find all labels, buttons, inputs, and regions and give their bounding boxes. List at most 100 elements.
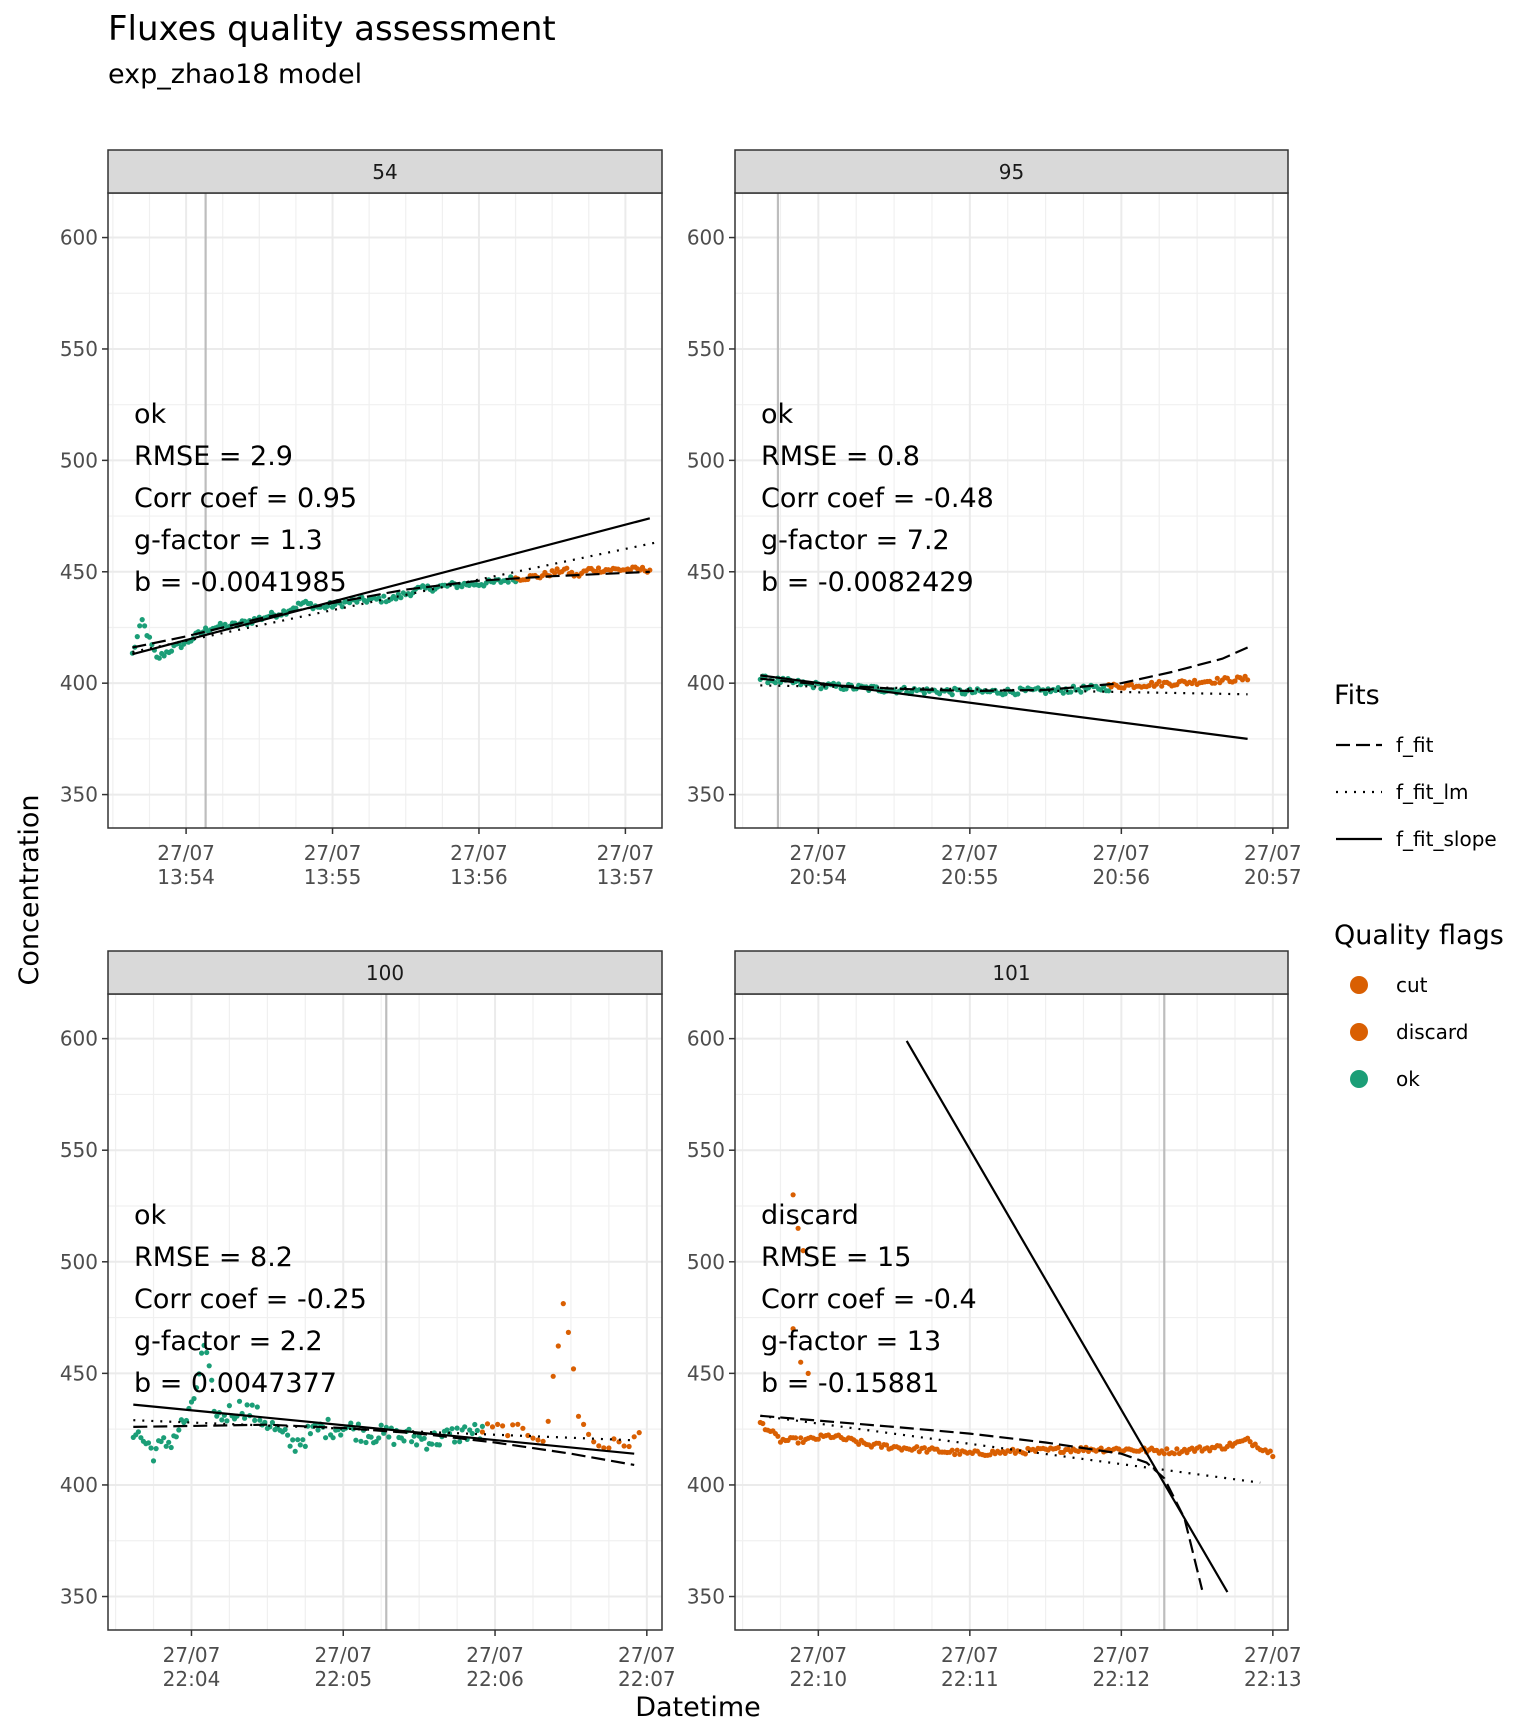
discard-point: [790, 1192, 796, 1198]
ok-point: [262, 1419, 268, 1425]
strip-background: [107, 149, 663, 194]
ok-point: [302, 1443, 308, 1449]
data-points: [757, 673, 1251, 698]
ok-point: [1015, 691, 1021, 697]
legend-fits-label: f_fit_lm: [1396, 780, 1469, 804]
discard-point: [535, 1437, 541, 1443]
ok-point: [462, 1424, 468, 1430]
annotation-line: g-factor = 1.3: [134, 525, 323, 556]
discard-point: [631, 1434, 637, 1440]
x-tick-time: 22:05: [314, 1667, 372, 1691]
legend-flags-label: ok: [1396, 1067, 1420, 1091]
y-tick-label: 550: [60, 337, 98, 361]
discard-point: [565, 1329, 572, 1335]
strip-label: 100: [366, 961, 404, 985]
legend-flags-label: discard: [1396, 1020, 1469, 1044]
discard-point: [790, 1326, 796, 1332]
discard-point: [495, 1421, 501, 1427]
discard-point: [1156, 678, 1162, 685]
x-tick-time: 13:55: [304, 865, 362, 889]
x-tick-date: 27/07: [450, 841, 508, 865]
ok-point: [219, 1417, 225, 1423]
x-tick-date: 27/07: [1093, 841, 1151, 865]
x-tick-date: 27/07: [618, 1643, 676, 1667]
strip-background: [107, 950, 663, 995]
x-axis-title: Datetime: [635, 1692, 761, 1723]
discard-point: [856, 1441, 862, 1447]
annotation-line: b = -0.0082429: [761, 567, 974, 598]
legend-fits-label: f_fit_slope: [1396, 827, 1497, 851]
annotation-line: ok: [134, 399, 167, 430]
y-tick-label: 350: [60, 1585, 98, 1609]
discard-point: [591, 1439, 597, 1445]
discard-point: [876, 1440, 882, 1446]
ok-point: [158, 1438, 164, 1445]
ok-point: [449, 1426, 455, 1432]
discard-point: [1010, 1446, 1016, 1452]
ok-point: [355, 1421, 361, 1427]
ok-point: [474, 1427, 480, 1434]
ok-point: [139, 617, 145, 623]
discard-point: [626, 1443, 632, 1450]
strip-label: 101: [992, 961, 1030, 985]
ok-point: [166, 1439, 172, 1445]
discard-point: [636, 1430, 642, 1436]
y-tick-label: 450: [687, 1361, 725, 1385]
x-tick-time: 20:57: [1244, 865, 1302, 889]
discard-point: [1247, 1439, 1253, 1445]
y-tick-label: 600: [60, 226, 98, 250]
ok-point: [226, 1403, 232, 1409]
discard-point: [1267, 1448, 1273, 1454]
ok-point: [168, 648, 175, 654]
y-tick-label: 450: [60, 1361, 98, 1385]
ok-point: [145, 1440, 152, 1446]
ok-point: [134, 634, 140, 640]
y-axis-title: Concentration: [14, 794, 45, 985]
ok-point: [148, 1445, 154, 1451]
discard-point: [586, 1431, 592, 1437]
annotation-line: RMSE = 0.8: [761, 441, 920, 472]
ok-point: [429, 1441, 435, 1447]
ok-point: [201, 1342, 207, 1348]
y-tick-label: 450: [60, 560, 98, 584]
ok-point: [242, 1415, 248, 1421]
discard-point: [569, 569, 575, 575]
ok-point: [191, 1396, 197, 1402]
ok-point: [381, 593, 387, 599]
ok-point: [257, 1417, 263, 1423]
legend-flags: Quality flags cut discard ok: [1334, 920, 1504, 1091]
ok-point: [505, 579, 511, 585]
annotation-line: ok: [134, 1200, 167, 1231]
ok-point: [199, 1350, 205, 1356]
legend-flags-key: [1350, 1070, 1368, 1088]
discard-point: [1159, 683, 1165, 689]
discard-point: [798, 1435, 804, 1441]
panel-101: discard RMSE = 15 Corr coef = -0.4 g-factor…: [687, 950, 1302, 1691]
x-tick-date: 27/07: [941, 841, 999, 865]
ok-point: [363, 1439, 369, 1446]
f-fit-slope-line: [760, 674, 1248, 740]
ok-point: [398, 595, 404, 601]
discard-point: [795, 1440, 801, 1446]
ok-point: [224, 1418, 230, 1424]
discard-point: [952, 1451, 958, 1458]
discard-point: [575, 1413, 582, 1419]
f-fit-slope-line: [905, 1040, 1229, 1593]
ok-point: [338, 1432, 344, 1438]
x-tick-time: 20:55: [941, 865, 999, 889]
ok-point: [772, 680, 779, 686]
ok-point: [156, 655, 162, 661]
ok-point: [168, 1444, 174, 1451]
y-tick-label: 600: [687, 226, 725, 250]
annotation-line: Corr coef = -0.48: [761, 483, 994, 514]
discard-point: [530, 1435, 536, 1441]
f-fit-slope-line: [132, 517, 651, 656]
legend-flags-key: [1350, 1023, 1368, 1041]
discard-point: [1161, 1451, 1167, 1457]
ok-point: [436, 1442, 442, 1448]
ok-point: [269, 1419, 275, 1426]
annotation-line: RMSE = 15: [761, 1242, 911, 1273]
x-tick-date: 27/07: [790, 1643, 848, 1667]
ok-point: [454, 1425, 460, 1431]
